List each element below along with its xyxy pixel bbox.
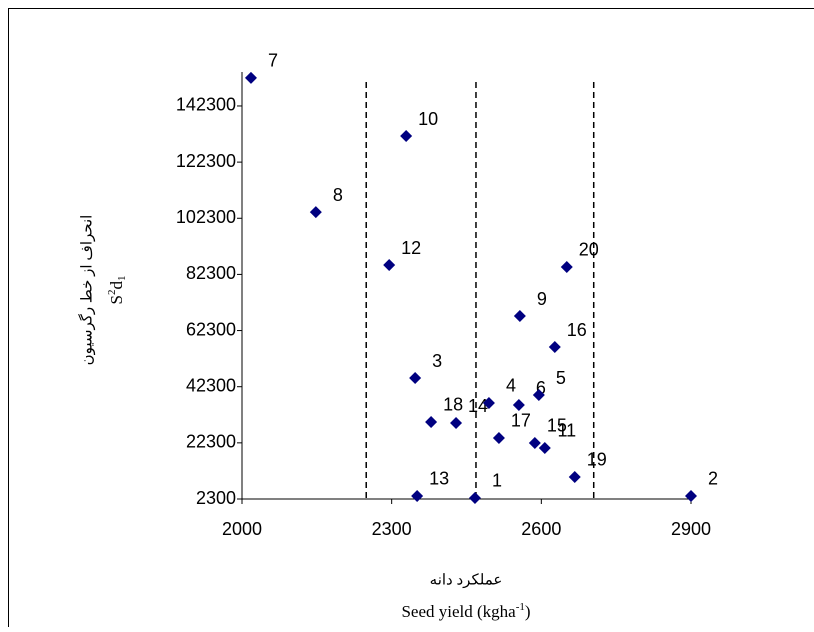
point-label: 12 [401,238,421,258]
x-title-end: ) [525,602,531,621]
point [425,416,437,428]
y-tick-label: 122300 [176,151,236,171]
y-title-sub: 1 [116,276,128,282]
x-title-sup: -1 [516,601,525,613]
point [529,437,541,449]
y-tick-label: 42300 [186,375,236,395]
point-label: 19 [587,450,607,470]
point-label: 17 [511,411,531,431]
x-title-fa: عملکرد دانه [430,572,503,588]
x-tick-label: 2300 [372,519,412,539]
point [409,372,421,384]
point-label: 9 [537,289,547,309]
point-label: 3 [432,351,442,371]
y-tick-label: 82300 [186,263,236,283]
point [245,72,257,84]
y-title-s: S [107,295,126,304]
point-label: 13 [429,469,449,489]
y-tick-label: 102300 [176,207,236,227]
point [569,471,581,483]
point-label: 16 [567,320,587,340]
point-label: 2 [708,469,718,489]
point [513,399,525,411]
point [493,432,505,444]
point-label: 11 [557,421,576,441]
point-label: 10 [418,109,438,129]
y-tick-label: 22300 [186,432,236,452]
point [383,259,395,271]
y-tick-label: 62300 [186,319,236,339]
point-label: 1 [492,471,502,491]
point [539,442,551,454]
x-tick-label: 2000 [222,519,262,539]
point [685,490,697,502]
point-label: 20 [579,240,599,260]
point [450,417,462,429]
point-label: 5 [556,368,566,388]
point [411,490,423,502]
y-title-en: S2d1 [106,276,128,305]
y-tick-label: 2300 [196,488,236,508]
point-label: 8 [333,185,343,205]
point [400,130,412,142]
point-label: 7 [268,51,278,71]
x-tick-label: 2900 [671,519,711,539]
y-tick-label: 142300 [176,95,236,115]
point [514,310,526,322]
point [310,206,322,218]
point [561,261,573,273]
x-tick-label: 2600 [521,519,561,539]
point-label: 18 [443,395,463,415]
x-title-text: Seed yield (kgha [401,602,516,621]
point [469,492,481,504]
x-title-en: Seed yield (kgha-1) [401,601,530,621]
y-title-fa: انحراف از خط رگرسیون [77,215,95,366]
point [549,341,561,353]
point-label: 4 [506,376,516,396]
point-label: 14 [468,396,488,416]
